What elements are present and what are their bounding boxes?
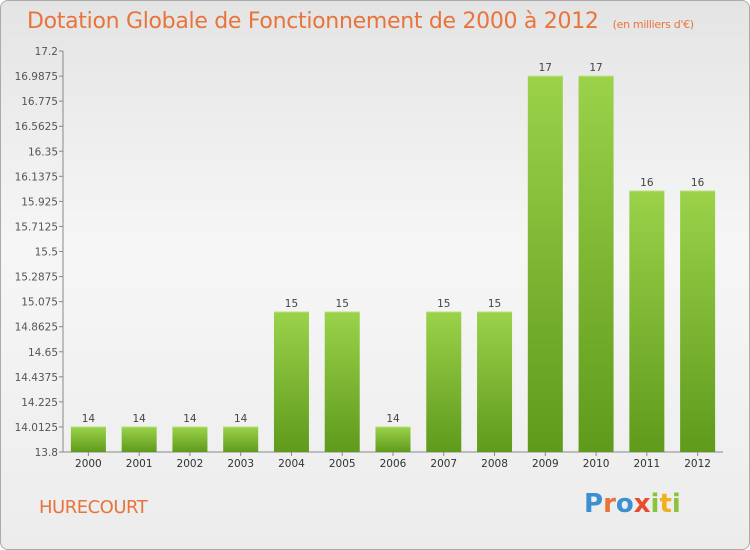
bar: [324, 311, 360, 452]
bar: [578, 76, 614, 452]
data-label: 16: [640, 177, 654, 189]
x-tick-label: 2000: [75, 458, 102, 470]
data-label: 15: [488, 298, 501, 310]
data-label: 14: [82, 413, 96, 425]
title-text: Dotation Globale de Fonctionnement de 20…: [27, 9, 599, 34]
x-tick-label: 2002: [177, 458, 204, 470]
bar: [70, 426, 106, 452]
chart-title: Dotation Globale de Fonctionnement de 20…: [27, 9, 694, 34]
data-label: 17: [589, 62, 602, 74]
y-tick-label: 16.35: [28, 146, 58, 158]
y-tick-label: 16.5625: [15, 121, 58, 133]
y-tick-label: 15.5: [35, 247, 58, 259]
bar: [121, 426, 157, 452]
x-tick-label: 2001: [126, 458, 153, 470]
data-label: 14: [183, 413, 197, 425]
unit-label: (en milliers d'€): [612, 18, 694, 31]
data-label: 17: [539, 62, 552, 74]
y-tick-label: 16.775: [21, 96, 58, 108]
y-tick-label: 16.1375: [15, 171, 58, 183]
y-tick-label: 14.8625: [15, 322, 58, 334]
bar: [680, 191, 716, 452]
bar: [375, 426, 411, 452]
data-label: 14: [234, 413, 248, 425]
x-tick-label: 2008: [481, 458, 508, 470]
x-tick-label: 2003: [227, 458, 254, 470]
y-tick-label: 14.0125: [15, 422, 58, 434]
x-tick-label: 2010: [583, 458, 610, 470]
y-tick-label: 15.7125: [15, 221, 58, 233]
data-label: 16: [691, 177, 705, 189]
proxiti-logo: Proxiti: [584, 489, 681, 519]
data-label: 15: [336, 298, 349, 310]
x-tick-label: 2004: [278, 458, 305, 470]
data-label: 14: [132, 413, 146, 425]
bar: [223, 426, 259, 452]
bar: [477, 311, 513, 452]
bar: [172, 426, 208, 452]
x-tick-label: 2009: [532, 458, 559, 470]
y-tick-label: 15.075: [21, 297, 58, 309]
x-tick-label: 2011: [633, 458, 660, 470]
commune-name: HURECOURT: [39, 497, 148, 518]
y-tick-label: 15.2875: [15, 272, 58, 284]
x-tick-label: 2007: [430, 458, 457, 470]
y-tick-label: 13.8: [35, 447, 58, 459]
bar: [629, 191, 665, 452]
x-tick-label: 2006: [380, 458, 407, 470]
data-label: 15: [437, 298, 450, 310]
y-tick-label: 14.4375: [15, 372, 58, 384]
x-tick-label: 2005: [329, 458, 356, 470]
bar: [527, 76, 563, 452]
y-tick-label: 17.2: [35, 46, 58, 58]
x-tick-label: 2012: [684, 458, 711, 470]
bar: [273, 311, 309, 452]
y-tick-label: 15.925: [21, 196, 58, 208]
data-label: 15: [285, 298, 298, 310]
bar: [426, 311, 462, 452]
y-tick-label: 14.65: [28, 347, 58, 359]
y-tick-label: 14.225: [21, 397, 58, 409]
y-tick-label: 16.9875: [15, 71, 58, 83]
data-label: 14: [386, 413, 400, 425]
